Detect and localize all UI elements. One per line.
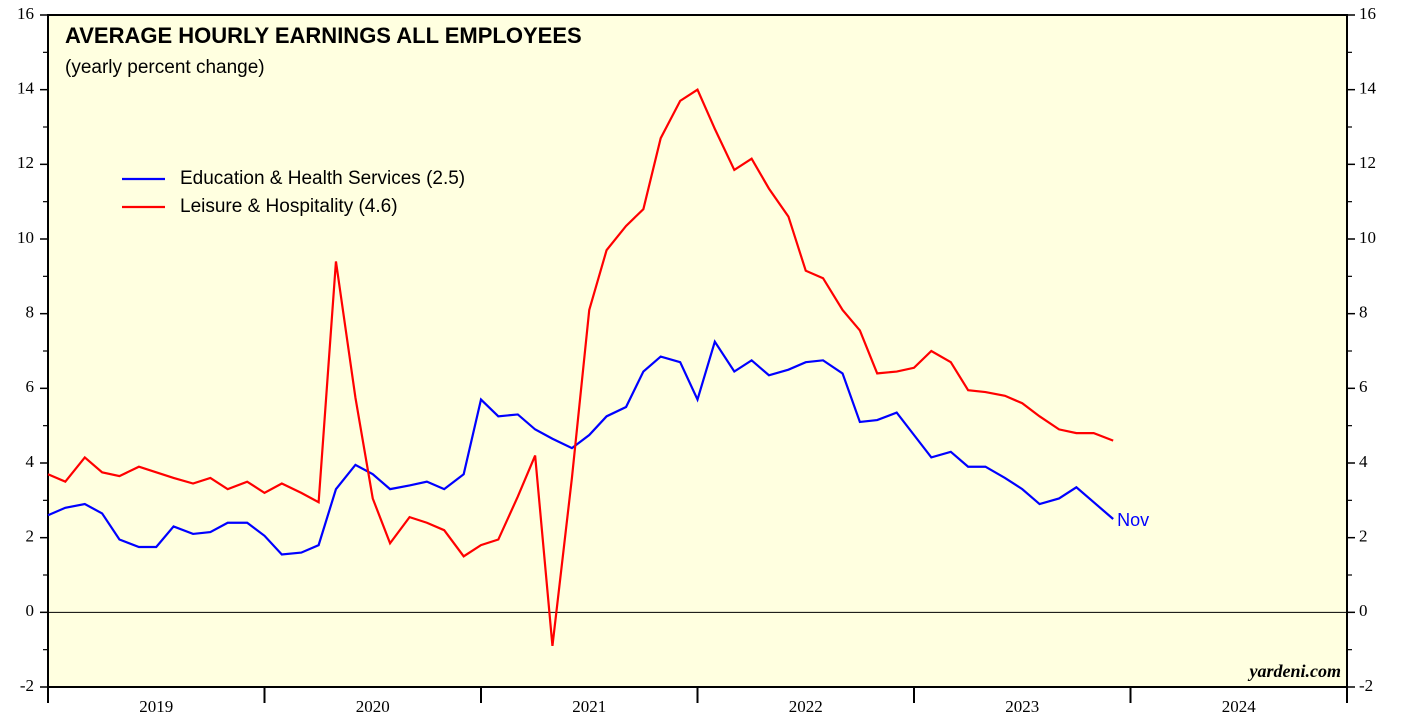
data-line — [47, 88, 1114, 647]
y-tick-label: 14 — [17, 79, 35, 98]
y-tick-label: 10 — [17, 228, 34, 247]
y-tick-label: 2 — [26, 527, 35, 546]
y2-tick-label: 2 — [1359, 527, 1368, 546]
data-line — [47, 339, 1114, 556]
y-tick-label: 6 — [26, 377, 35, 396]
y2-tick-label: 12 — [1359, 153, 1376, 172]
y-tick-label: 0 — [26, 601, 35, 620]
y2-tick-label: 0 — [1359, 601, 1368, 620]
y2-tick-label: 8 — [1359, 303, 1368, 322]
y2-tick-label: 4 — [1359, 452, 1368, 471]
y2-tick-label: 6 — [1359, 377, 1368, 396]
plot-area — [48, 15, 1347, 687]
legend-label: Leisure & Hospitality (4.6) — [180, 196, 398, 217]
legend-label: Education & Health Services (2.5) — [180, 168, 465, 189]
chart-subtitle: (yearly percent change) — [65, 57, 265, 78]
x-tick-label: 2022 — [789, 697, 823, 716]
y2-tick-label: 14 — [1359, 79, 1377, 98]
x-tick-label: 2021 — [572, 697, 606, 716]
y-tick-label: 16 — [17, 4, 34, 23]
x-tick-label: 2019 — [139, 697, 173, 716]
y2-tick-label: 16 — [1359, 4, 1376, 23]
annotation: Nov — [1117, 510, 1149, 530]
y2-tick-label: -2 — [1359, 676, 1373, 695]
source: yardeni.com — [1248, 661, 1342, 681]
y-tick-label: 4 — [26, 452, 35, 471]
y-tick-label: -2 — [20, 676, 34, 695]
plot-border — [47, 14, 1348, 688]
y-tick-label: 12 — [17, 153, 34, 172]
x-tick-label: 2024 — [1222, 697, 1257, 716]
x-tick-label: 2023 — [1005, 697, 1039, 716]
y2-tick-label: 10 — [1359, 228, 1376, 247]
chart-title: AVERAGE HOURLY EARNINGS ALL EMPLOYEES — [65, 23, 582, 48]
x-tick-label: 2020 — [356, 697, 390, 716]
y-tick-label: 8 — [26, 303, 35, 322]
